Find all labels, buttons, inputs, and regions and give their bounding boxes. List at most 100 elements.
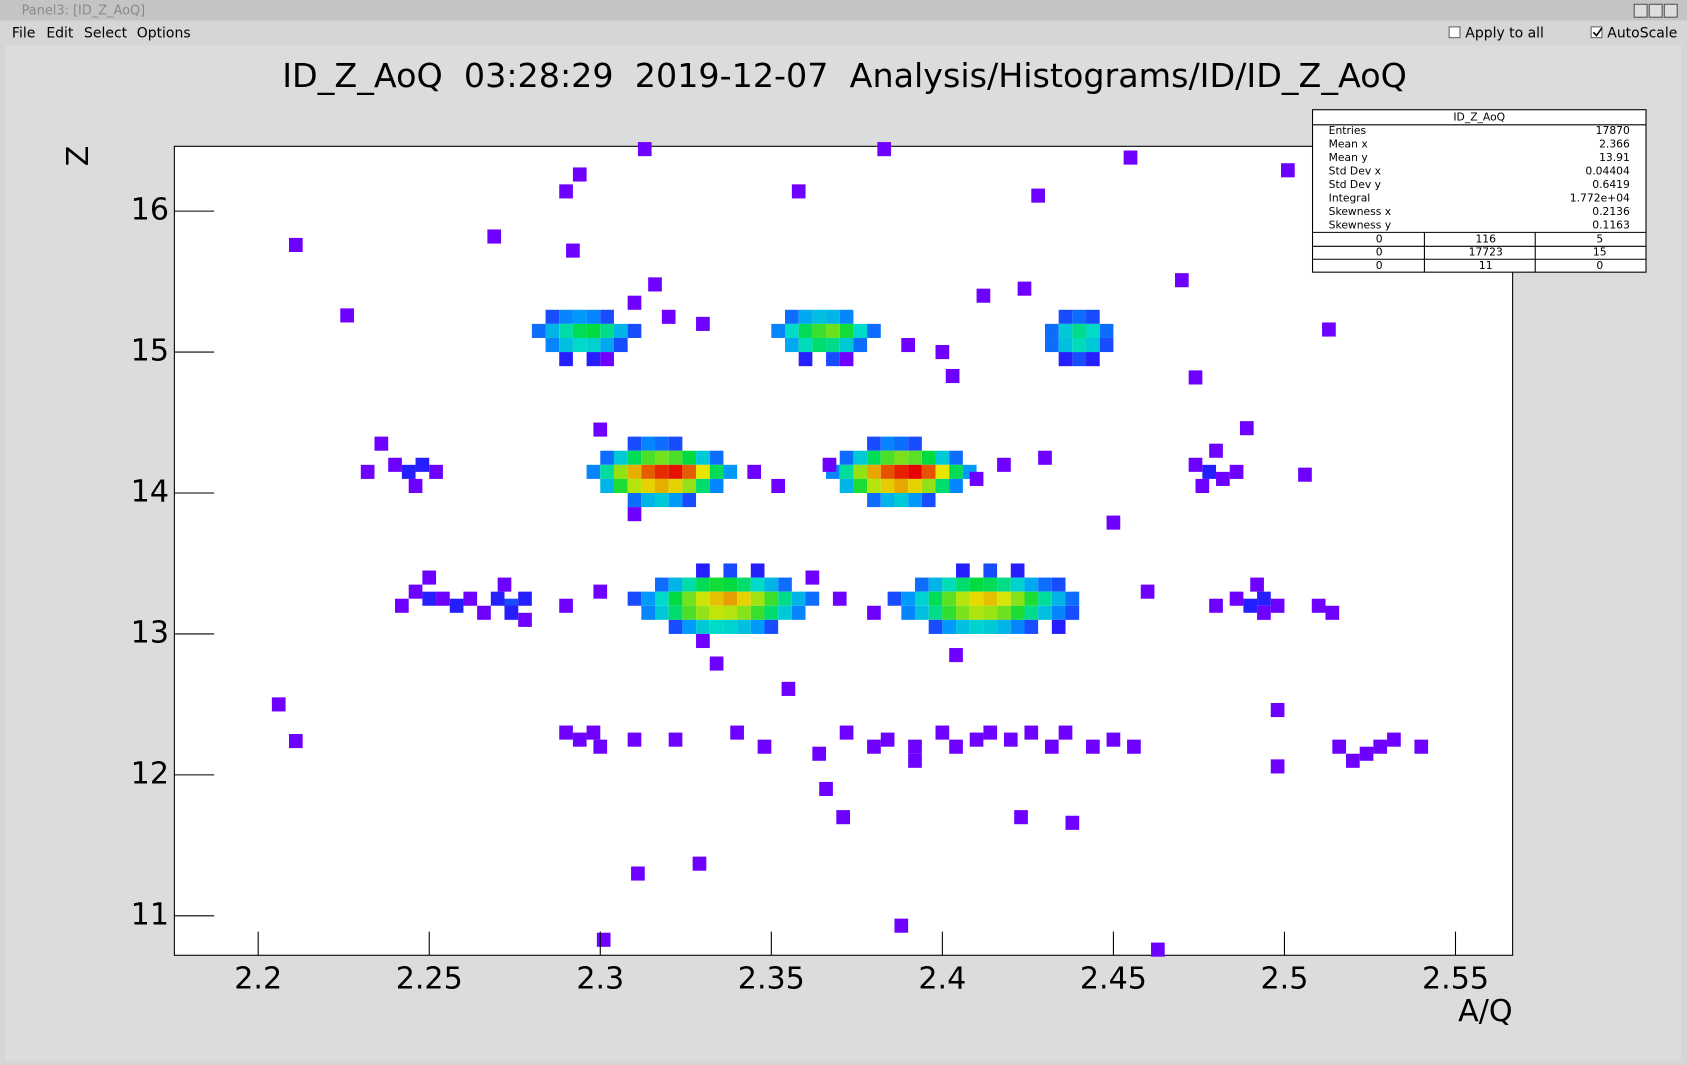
cell (785, 337, 799, 353)
cell (586, 323, 601, 338)
cell (1243, 598, 1258, 613)
stats-label: Skewness x (1329, 205, 1392, 218)
cell (945, 368, 960, 384)
x-tick-label: 2.3 (576, 962, 624, 997)
cell (737, 577, 751, 592)
stats-cell: 0 (1376, 232, 1383, 245)
cell (949, 464, 963, 479)
cell (791, 184, 806, 199)
x-tick-label: 2.35 (738, 962, 805, 997)
cell (880, 450, 895, 465)
cell (1038, 605, 1052, 620)
cell (819, 781, 833, 797)
stats-value: 2.366 (1599, 138, 1630, 151)
cell (559, 725, 573, 740)
menu-item[interactable]: File (12, 25, 35, 41)
cell (1031, 188, 1045, 203)
cell (593, 739, 608, 754)
cell (730, 725, 744, 740)
cell (1151, 942, 1165, 957)
cell (867, 605, 881, 620)
cell (983, 619, 998, 634)
cell (388, 457, 402, 472)
cell (627, 464, 642, 479)
cell (1188, 370, 1203, 385)
cell (572, 732, 587, 747)
cell (764, 619, 779, 634)
menu-item[interactable]: Select (84, 25, 128, 41)
cell (812, 309, 827, 324)
cell (408, 478, 423, 494)
cell (572, 323, 587, 338)
autoscale-label[interactable]: AutoScale (1607, 25, 1677, 41)
x-tick-label: 2.55 (1422, 962, 1489, 997)
cell (627, 295, 642, 310)
cell (709, 478, 724, 494)
cell (723, 605, 738, 620)
close-button[interactable] (1663, 3, 1678, 18)
cell (956, 619, 970, 634)
cell (969, 577, 984, 592)
cell (682, 619, 697, 634)
cell (545, 323, 560, 338)
cell (894, 450, 909, 465)
cell (1003, 732, 1018, 747)
menu-item[interactable]: Edit (46, 25, 74, 41)
cell (1051, 591, 1066, 606)
cell (463, 591, 478, 606)
cell (812, 323, 827, 338)
stats-cell: 5 (1596, 232, 1603, 245)
cell (798, 337, 813, 353)
cell (750, 605, 765, 620)
cell (853, 464, 868, 479)
cell (942, 577, 957, 592)
cell (497, 577, 512, 592)
cell (559, 337, 573, 353)
cell (600, 450, 614, 465)
cell (983, 725, 998, 740)
cell (415, 457, 430, 472)
cell (477, 605, 491, 620)
cell (949, 478, 963, 494)
cell (894, 918, 909, 933)
cell (826, 337, 840, 353)
autoscale-checkbox[interactable] (1590, 26, 1603, 39)
cell (1414, 739, 1429, 754)
cell (1065, 591, 1080, 606)
cell (360, 464, 375, 479)
minimize-button[interactable] (1633, 3, 1648, 18)
stats-cell: 11 (1479, 259, 1493, 272)
cell (798, 309, 813, 324)
cell (271, 697, 286, 712)
cell (826, 352, 840, 367)
cell (798, 352, 813, 367)
cell (668, 450, 683, 465)
menu-item[interactable]: Options (137, 25, 191, 41)
stats-cell: 0 (1376, 246, 1383, 259)
cell (627, 493, 642, 508)
cell (894, 436, 909, 451)
y-tick-label: 14 (131, 475, 169, 510)
cell (655, 591, 669, 606)
maximize-button[interactable] (1648, 3, 1663, 18)
cell (935, 450, 950, 465)
cell (935, 725, 950, 740)
cell (1058, 352, 1073, 367)
cell (867, 739, 881, 754)
cell (908, 450, 922, 465)
apply-label[interactable]: Apply to all (1465, 25, 1544, 41)
cell (1058, 323, 1073, 338)
cell (908, 436, 922, 451)
apply-checkbox[interactable] (1448, 26, 1461, 39)
cell (908, 493, 922, 508)
stats-cell: 17723 (1469, 246, 1503, 259)
cell (839, 725, 854, 740)
cell (1044, 323, 1059, 338)
cell (949, 450, 963, 465)
cell (1281, 163, 1295, 178)
cell (627, 450, 642, 465)
cell (1044, 739, 1059, 754)
cell (867, 464, 881, 479)
cell (1270, 702, 1285, 718)
